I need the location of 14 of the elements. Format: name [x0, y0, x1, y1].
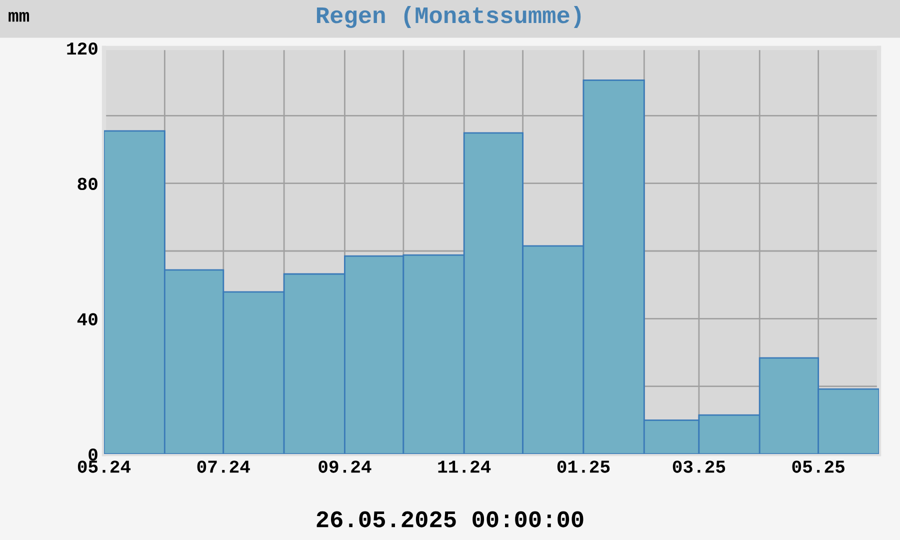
x-tick-label: 03.25	[672, 460, 726, 473]
x-tick-label: 07.24	[197, 460, 250, 473]
chart-title: Regen (Monatssumme)	[316, 6, 581, 28]
y-tick-label: 80	[78, 178, 98, 190]
y-tick-label: 40	[77, 313, 98, 326]
x-tick-label: 05.25	[792, 460, 844, 473]
x-tick-label: 11.24	[438, 460, 491, 473]
x-tick-label: 05.24	[78, 460, 131, 473]
y-tick-label: 0	[88, 448, 98, 461]
y-tick-label: 120	[67, 42, 98, 55]
y-axis-title: mm	[8, 12, 30, 22]
x-tick-label: 01.25	[557, 460, 610, 473]
x-tick-label: 09.24	[318, 460, 372, 473]
text: 26.05.2025 00:00:00	[316, 511, 584, 528]
